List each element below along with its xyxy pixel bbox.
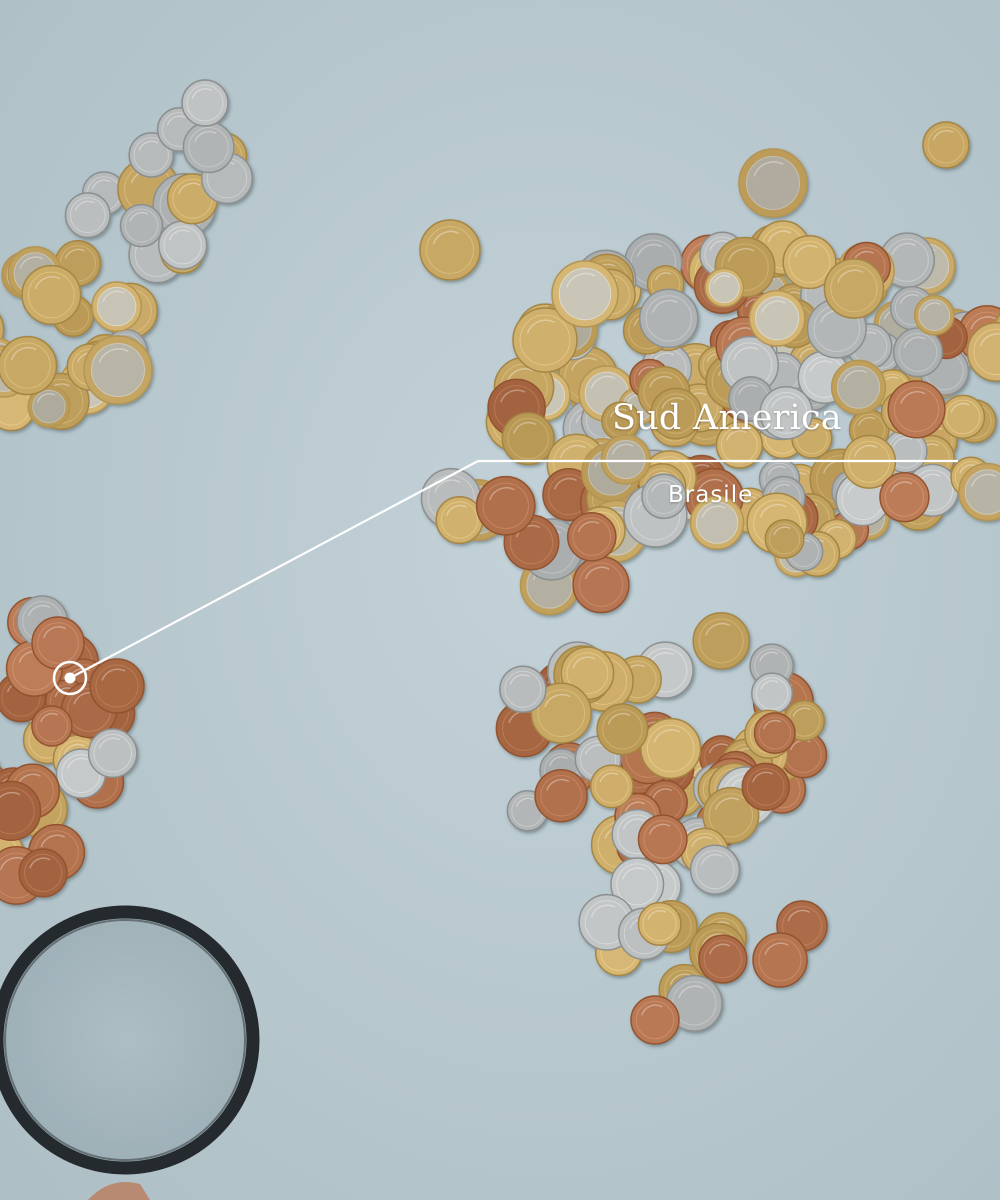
coin [31,705,73,747]
coin [119,203,164,248]
coin [530,682,592,744]
coin [922,121,970,169]
location-marker [52,660,88,696]
coin [958,462,1000,522]
coin [741,762,790,812]
magnifying-glass [0,905,260,1200]
coin [759,386,814,440]
coin [64,192,111,239]
coin [83,335,153,405]
coin [157,220,208,270]
coin [534,768,588,823]
coin [589,764,634,809]
coin-map [0,79,1000,1045]
coin [698,934,748,984]
coin [892,327,943,378]
coin [87,728,138,779]
coin [0,314,5,346]
coin [566,511,617,562]
coin [879,471,930,523]
coin [31,616,85,670]
coin [600,434,652,485]
coin [689,495,745,550]
coin [501,411,555,466]
coin [637,901,682,947]
coin [630,995,680,1045]
coin [596,703,649,756]
coin [182,121,235,174]
coin [738,148,808,218]
coin [704,267,745,308]
coin [89,658,145,714]
callout-pointer [52,459,958,696]
coin [21,264,82,325]
country-label: Brasile [668,482,754,508]
coin [499,665,547,713]
coin [641,473,687,520]
coin [702,786,760,844]
coin [419,219,481,281]
coin [27,385,71,429]
coin [551,260,619,328]
coin [966,322,1000,382]
coin [181,79,229,127]
coin [715,421,764,469]
coin [913,294,955,336]
coin [650,387,702,440]
coin [638,288,699,349]
coin [475,475,536,536]
coin [751,672,794,715]
coin [435,495,484,545]
coin [782,234,837,290]
coin [0,780,42,841]
coin [823,258,885,319]
coin [640,717,702,780]
coin [887,380,946,439]
coin [764,518,805,559]
coin [940,394,986,440]
coin [18,848,68,898]
coin [637,814,688,865]
coin [91,281,142,332]
coin [689,844,741,895]
region-title: Sud America [612,398,842,438]
coin [601,401,641,441]
coin [512,307,578,373]
coin [752,932,808,988]
coin [753,712,796,755]
coin [748,289,806,347]
coin [830,359,887,415]
coin [0,335,58,396]
coin [572,555,630,614]
coin [692,612,751,670]
